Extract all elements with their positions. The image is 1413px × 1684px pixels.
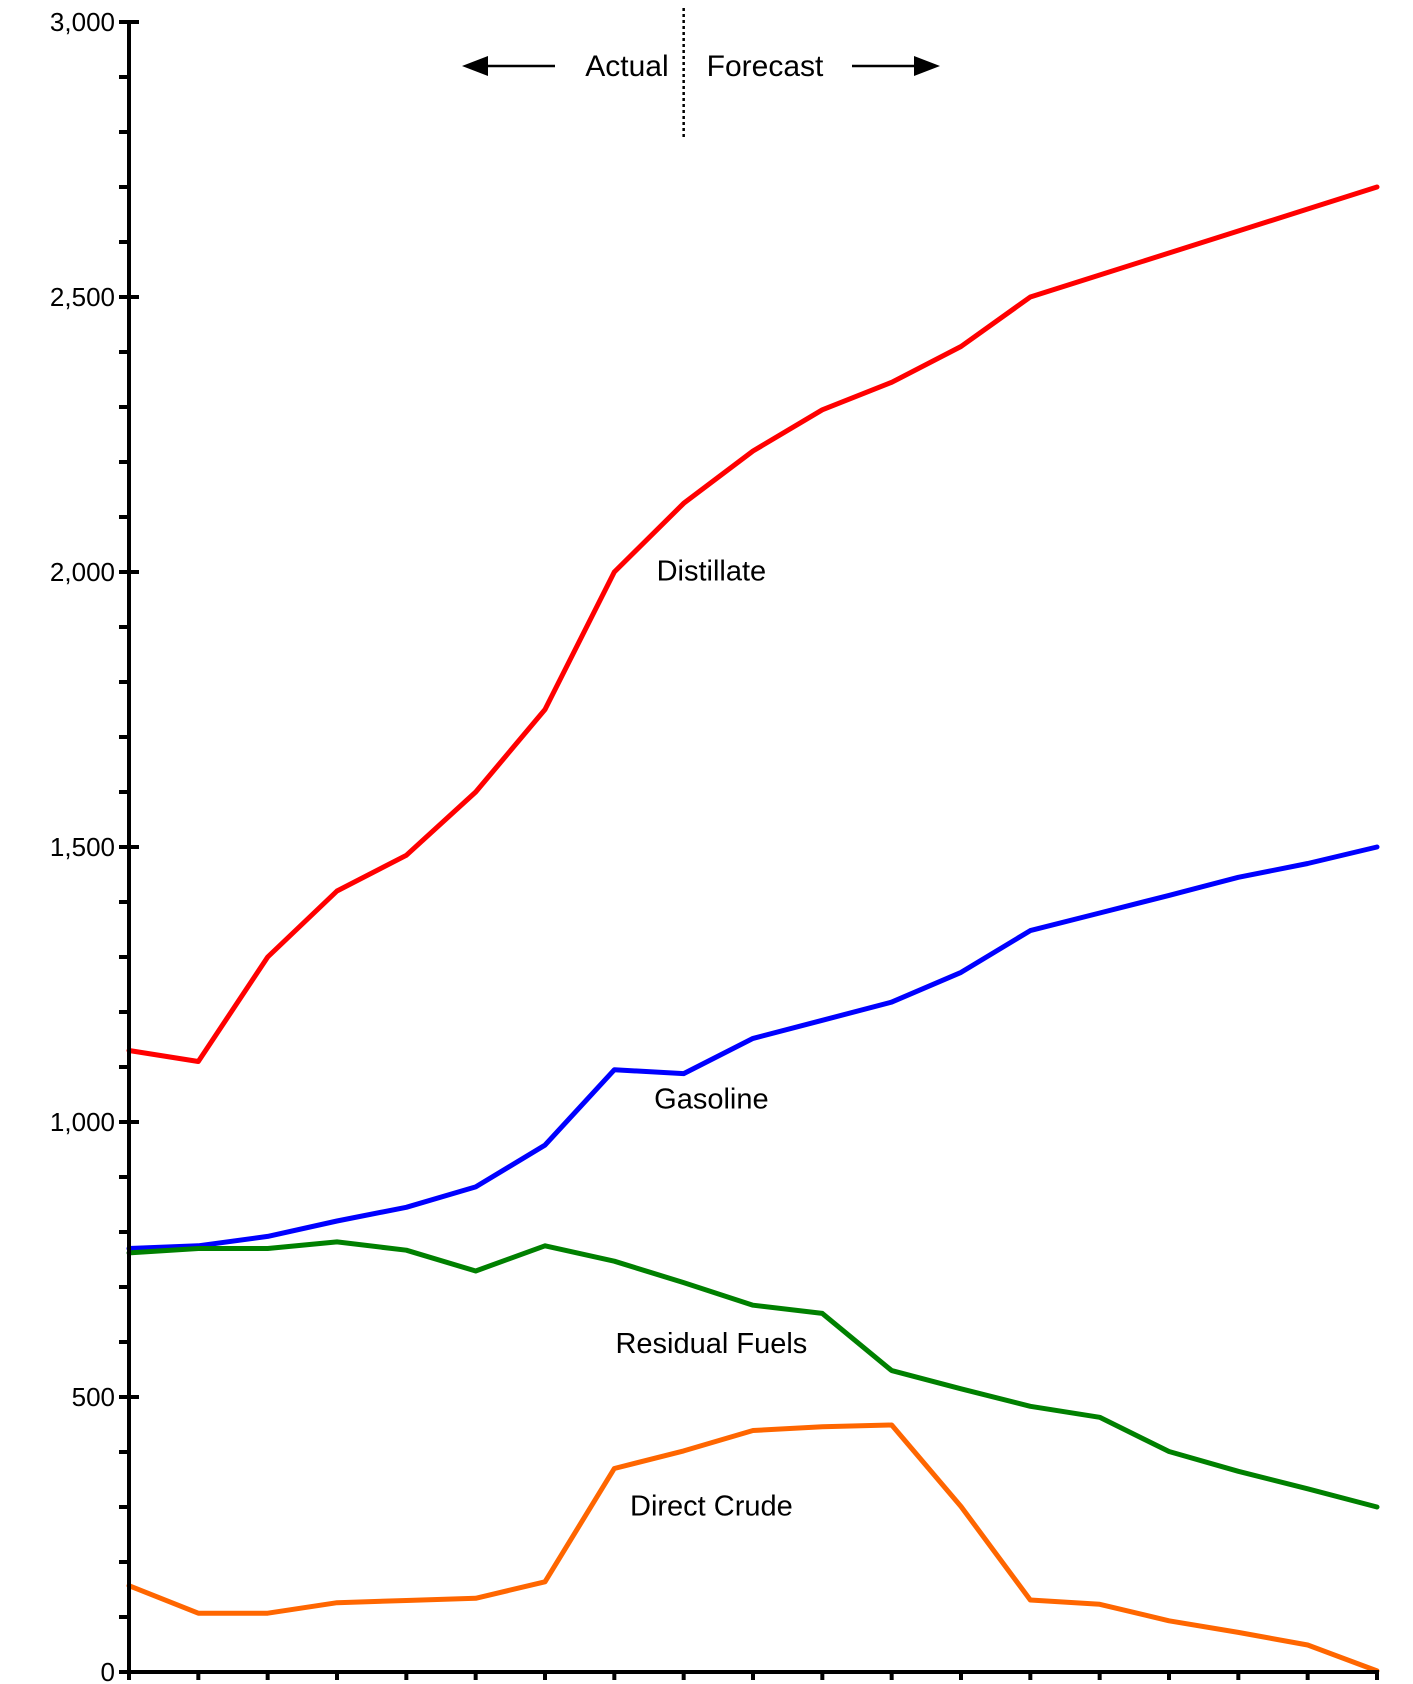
forecast-arrow-head xyxy=(914,56,940,76)
y-tick-label: 2,500 xyxy=(50,282,115,312)
series-label-gasoline: Gasoline xyxy=(654,1083,768,1115)
series-layer xyxy=(126,184,1380,1674)
series-labels: Distillate Gasoline Residual Fuels Direct C… xyxy=(615,555,807,1522)
series-line-residual-fuels xyxy=(126,1239,1380,1510)
y-tick-label: 3,000 xyxy=(50,7,115,37)
actual-arrow-head xyxy=(462,56,488,76)
period-annotation: Actual Forecast xyxy=(462,8,940,138)
series-line-gasoline xyxy=(126,844,1380,1251)
series-line-distillate xyxy=(126,184,1380,1064)
series-label-residual-fuels: Residual Fuels xyxy=(615,1328,807,1360)
y-tick-label: 2,000 xyxy=(50,557,115,587)
y-tick-label: 1,000 xyxy=(50,1107,115,1137)
y-tick-label: 0 xyxy=(101,1657,115,1684)
x-axis: 1997199819992000200120022003200420052006… xyxy=(101,1670,1387,1684)
series-line-direct-crude xyxy=(126,1422,1380,1674)
y-tick-label: 500 xyxy=(72,1382,115,1412)
series-label-distillate: Distillate xyxy=(657,555,767,587)
series-label-direct-crude: Direct Crude xyxy=(630,1490,793,1522)
forecast-label: Forecast xyxy=(707,50,824,83)
y-axis: 0 500 1,000 1,500 2,000 2,500 3,000 xyxy=(50,7,139,1684)
y-tick-label: 1,500 xyxy=(50,832,115,862)
actual-label: Actual xyxy=(585,50,668,83)
